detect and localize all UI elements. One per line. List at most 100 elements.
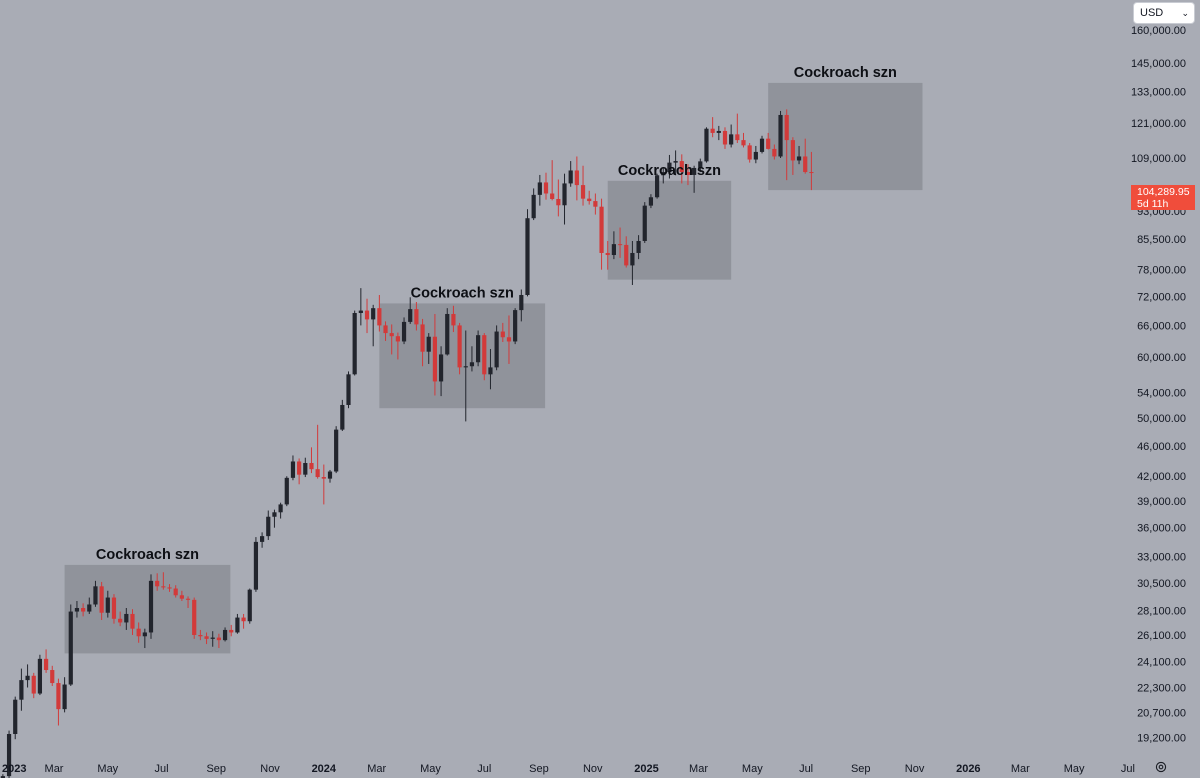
candle <box>105 590 110 618</box>
chevron-down-icon: ⌄ <box>1181 7 1189 18</box>
candle <box>389 324 394 355</box>
candle-body <box>278 504 283 513</box>
x-tick-label: Sep <box>851 763 871 775</box>
candle-body <box>204 636 209 639</box>
candle <box>525 209 530 297</box>
candle <box>278 502 283 519</box>
candle <box>0 774 5 778</box>
candle-body <box>500 331 505 338</box>
candle <box>729 124 734 148</box>
candle <box>778 110 783 158</box>
candle-body <box>772 148 777 157</box>
candle-body <box>185 598 191 600</box>
y-tick-label: 109,000.00 <box>1131 153 1186 165</box>
candle <box>543 172 549 200</box>
annotation-label-2: Cockroach szn <box>411 285 514 301</box>
x-tick-label: Nov <box>583 763 603 775</box>
candle-body <box>346 374 351 405</box>
candle <box>364 298 370 334</box>
highlight-box-4 <box>768 82 923 191</box>
x-tick-label: 2026 <box>956 763 980 775</box>
y-tick-label: 50,000.00 <box>1137 413 1186 425</box>
candle <box>648 194 654 209</box>
x-tick-label: Nov <box>905 763 925 775</box>
y-tick-label: 60,000.00 <box>1137 352 1186 364</box>
candle <box>617 227 623 258</box>
candle-body <box>229 629 234 633</box>
candle-body <box>556 198 561 206</box>
candle-body <box>729 134 734 145</box>
last-price-tag: 104,289.95 5d 11h <box>1131 185 1195 210</box>
candle-body <box>698 161 703 168</box>
candle-body <box>334 429 339 472</box>
candle <box>476 330 481 367</box>
candle <box>6 730 12 778</box>
candle-body <box>93 586 98 605</box>
candle <box>426 333 431 364</box>
candle <box>766 132 771 150</box>
candle-body <box>25 675 30 681</box>
gear-icon[interactable] <box>1154 760 1168 774</box>
candle <box>624 236 629 268</box>
candle-body <box>513 310 518 342</box>
x-tick-label: Jul <box>155 763 169 775</box>
candle-body <box>210 637 215 639</box>
candle-body <box>476 335 481 363</box>
candle-body <box>636 240 641 253</box>
candle-body <box>599 206 604 253</box>
candle <box>216 633 221 649</box>
candle-body <box>432 336 438 382</box>
y-tick-label: 160,000.00 <box>1131 25 1186 37</box>
candle-body <box>173 588 178 596</box>
candle-body <box>130 613 135 629</box>
candle <box>167 584 172 592</box>
y-tick-label: 39,000.00 <box>1137 496 1186 508</box>
candle <box>50 665 55 687</box>
y-tick-label: 24,100.00 <box>1137 657 1186 669</box>
candle-body <box>377 308 382 326</box>
candle-countdown: 5d 11h <box>1137 198 1169 210</box>
candle <box>222 627 228 642</box>
x-tick-label: Jul <box>477 763 491 775</box>
candle <box>685 164 691 186</box>
candle <box>716 125 721 141</box>
candle-body <box>253 541 259 590</box>
candle-body <box>661 172 666 176</box>
candle-body <box>617 244 623 246</box>
candle <box>315 424 320 479</box>
candle-body <box>37 658 43 694</box>
candle <box>383 321 388 341</box>
candle-body <box>358 310 363 314</box>
candle-body <box>716 130 721 133</box>
currency-select[interactable]: USD ⌄ <box>1133 2 1195 24</box>
candle-body <box>19 680 24 700</box>
candle-body <box>401 321 407 342</box>
candle-body <box>426 336 431 352</box>
candle <box>19 668 24 711</box>
candle <box>796 145 802 165</box>
candle-body <box>290 461 296 478</box>
candle-body <box>673 161 678 163</box>
y-tick-label: 30,500.00 <box>1137 578 1186 590</box>
candle-body <box>414 309 419 325</box>
y-tick-label: 20,700.00 <box>1137 707 1186 719</box>
candle-body <box>463 366 468 368</box>
candle <box>93 580 98 607</box>
candle-body <box>494 331 499 368</box>
candle <box>593 193 598 215</box>
candle <box>611 231 616 260</box>
candle-body <box>142 632 147 637</box>
x-tick-label: Mar <box>367 763 386 775</box>
candle-body <box>550 193 555 199</box>
candle-body <box>395 336 400 342</box>
candle <box>68 604 73 687</box>
candle <box>630 240 635 285</box>
y-tick-label: 145,000.00 <box>1131 58 1186 70</box>
candle-body <box>704 128 709 162</box>
candle-body <box>580 185 586 199</box>
candle <box>803 138 808 174</box>
candle <box>290 455 296 481</box>
candle <box>519 289 524 322</box>
candle-body <box>124 613 129 623</box>
